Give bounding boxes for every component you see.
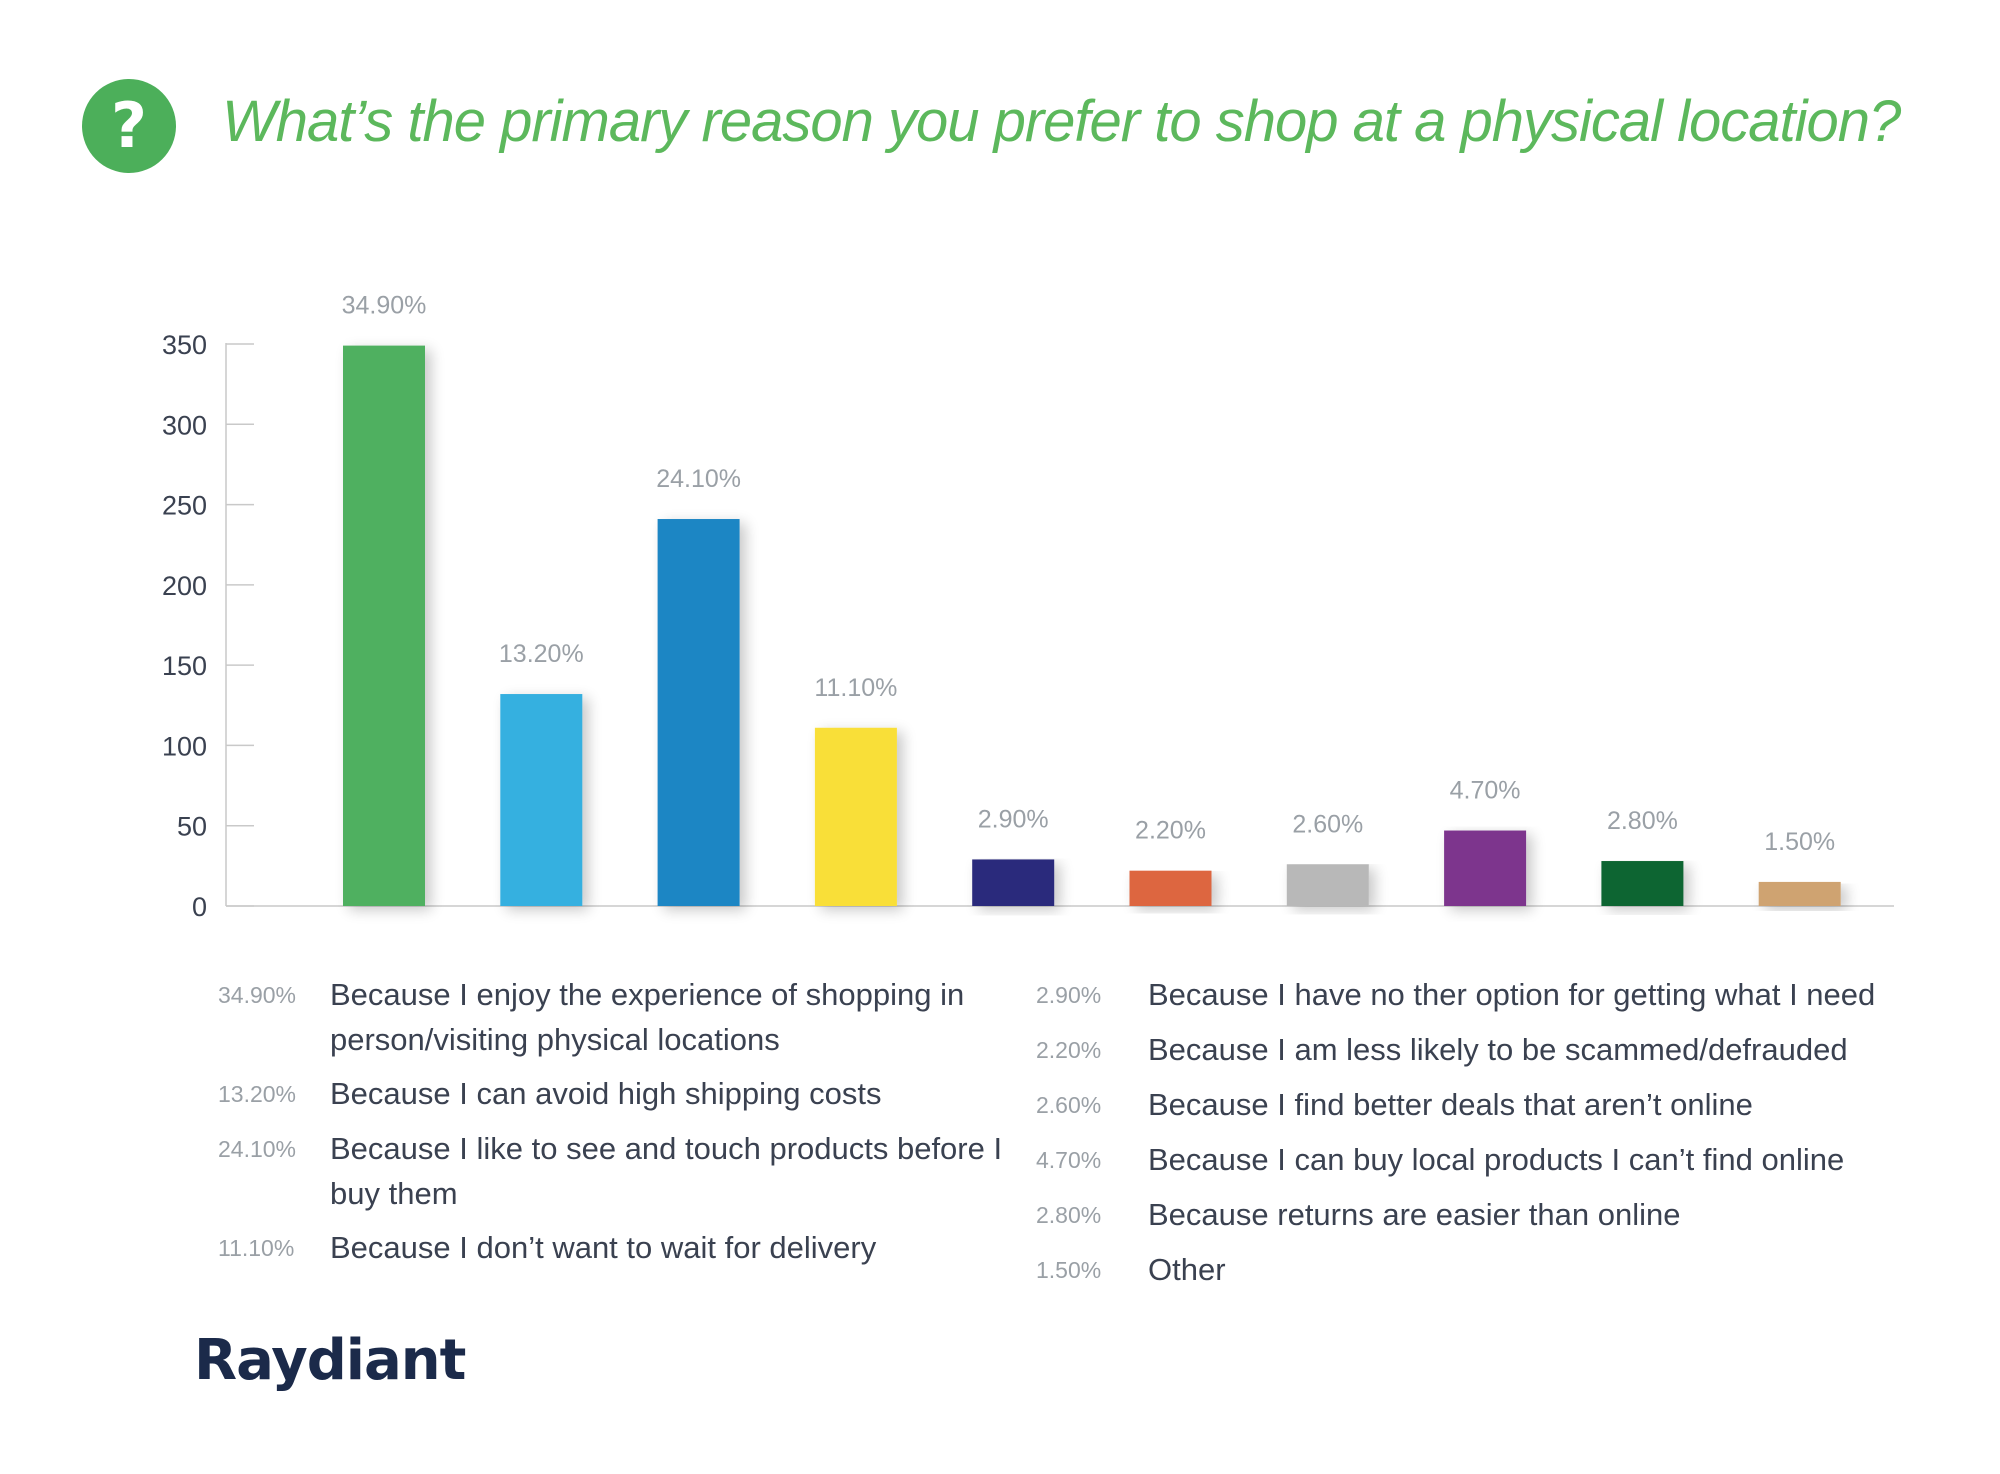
bar-data-label: 2.20% [1135, 817, 1206, 845]
legend-label: Because I have no ther option for gettin… [1148, 977, 1876, 1012]
y-tick-label: 100 [162, 731, 207, 761]
y-tick-label: 50 [177, 812, 207, 842]
legend-percent: 2.60% [1036, 1092, 1102, 1118]
bar-data-label: 2.90% [978, 805, 1049, 833]
legend-item: 24.10% Because I like to see and touch pr… [218, 1126, 1018, 1216]
legend-label: Because I enjoy the experience of shoppi… [330, 977, 965, 1057]
bar-data-label: 11.10% [814, 674, 897, 702]
y-tick-label: 200 [162, 571, 207, 601]
legend-item: 2.60% Because I find better deals that ar… [1036, 1082, 1976, 1128]
bar [500, 694, 583, 906]
bar [1286, 864, 1369, 906]
bar-chart: 0 50 100 150 200 250 300 350 34.90% 13.20% 24.10%… [162, 292, 1894, 922]
bar [343, 345, 425, 906]
y-tick-label: 150 [162, 651, 207, 681]
legend-item: 13.20% Because I can avoid high shipping … [218, 1071, 1018, 1117]
legend-item: 34.90% Because I enjoy the experience of … [218, 972, 1018, 1062]
legend-percent: 2.90% [1036, 982, 1102, 1008]
bar [814, 727, 897, 906]
legend-label: Other [1148, 1252, 1226, 1287]
bar [657, 519, 740, 906]
question-mark-icon: ? [82, 79, 176, 173]
page-title: What’s the primary reason you prefer to … [222, 89, 1901, 154]
legend-label: Because returns are easier than online [1148, 1197, 1681, 1232]
legend-percent: 11.10% [218, 1235, 295, 1261]
bar [1129, 870, 1212, 906]
legend-item: 11.10% Because I don’t want to wait for d… [218, 1225, 1018, 1271]
legend-label: Because I like to see and touch products… [330, 1131, 1003, 1211]
legend-percent: 24.10% [218, 1136, 297, 1162]
legend-item: 2.20% Because I am less likely to be scam… [1036, 1027, 1976, 1073]
legend-label: Because I can avoid high shipping costs [330, 1076, 882, 1111]
y-tick-label: 350 [162, 330, 207, 360]
bar [972, 859, 1055, 906]
bar [1758, 881, 1841, 906]
y-tick-label: 250 [162, 491, 207, 521]
legend-percent: 34.90% [218, 982, 297, 1008]
bar [1444, 830, 1527, 906]
legend-label: Because I can buy local products I can’t… [1148, 1142, 1845, 1177]
bar-data-label: 2.60% [1292, 810, 1363, 838]
legend-item: 2.80% Because returns are easier than onl… [1036, 1192, 1976, 1238]
bar [1601, 861, 1684, 906]
legend-left: 34.90% Because I enjoy the experience of … [218, 972, 1018, 1280]
legend-label: Because I find better deals that aren’t … [1148, 1087, 1753, 1122]
legend-item: 2.90% Because I have no ther option for g… [1036, 972, 1976, 1018]
bars [343, 345, 1841, 906]
bar-labels: 34.90% 13.20% 24.10% 11.10% 2.90% 2.20% 2.60% 4… [342, 292, 1836, 856]
legend-percent: 13.20% [218, 1081, 297, 1107]
bar-data-label: 1.50% [1764, 828, 1835, 856]
bar-data-label: 24.10% [656, 465, 741, 493]
bar-data-label: 4.70% [1450, 777, 1521, 805]
bar-data-label: 34.90% [342, 292, 427, 320]
bar-data-label: 2.80% [1607, 807, 1678, 835]
legend-item: 1.50% Other [1036, 1247, 1976, 1293]
legend-right: 2.90% Because I have no ther option for g… [1036, 972, 1976, 1302]
legend-percent: 4.70% [1036, 1147, 1102, 1173]
y-tick-label: 300 [162, 410, 207, 440]
bar-data-label: 13.20% [499, 640, 584, 668]
legend-percent: 2.80% [1036, 1202, 1102, 1228]
legend-percent: 2.20% [1036, 1037, 1102, 1063]
legend-label: Because I don’t want to wait for deliver… [330, 1230, 877, 1265]
legend-label: Because I am less likely to be scammed/d… [1148, 1032, 1848, 1067]
legend-item: 4.70% Because I can buy local products I … [1036, 1137, 1976, 1183]
y-tick-label: 0 [192, 892, 207, 922]
legend-percent: 1.50% [1036, 1257, 1102, 1283]
brand-logo: Raydiant [194, 1328, 466, 1393]
